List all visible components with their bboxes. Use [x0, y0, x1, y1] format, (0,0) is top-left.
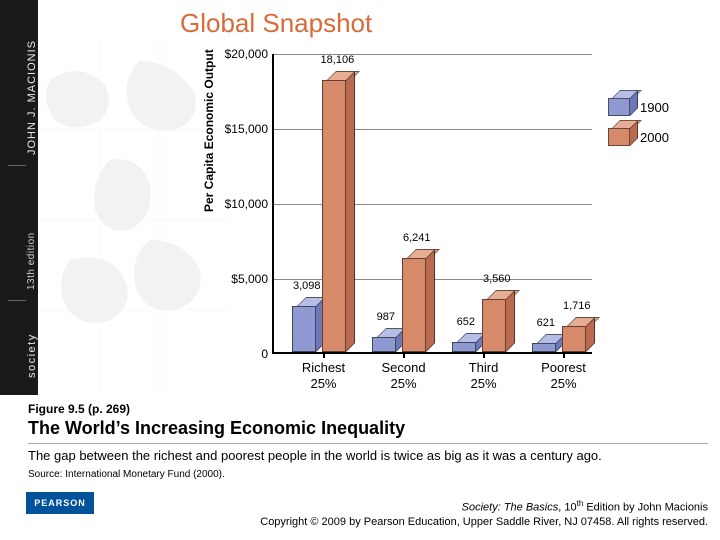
- legend-item: 2000: [608, 128, 669, 146]
- bar: 3,098: [292, 306, 316, 352]
- plot-area: 0$5,000$10,000$15,000$20,0003,09818,106R…: [272, 54, 592, 354]
- x-category-label: Poorest25%: [541, 360, 586, 391]
- y-tick-label: $15,000: [225, 122, 268, 136]
- page-title: Global Snapshot: [180, 8, 372, 39]
- bar-value-label: 3,098: [293, 280, 321, 292]
- x-tick: [323, 352, 325, 358]
- pearson-logo: PEARSON: [26, 492, 94, 514]
- bar-value-label: 6,241: [403, 232, 431, 244]
- horizontal-rule: [28, 443, 708, 444]
- x-category-label: Richest25%: [302, 360, 345, 391]
- legend: 1900 2000: [608, 98, 669, 158]
- figure-source: Source: International Monetary Fund (200…: [28, 469, 708, 480]
- caption-block: Figure 9.5 (p. 269) The World’s Increasi…: [28, 402, 708, 480]
- figure-reference: Figure 9.5 (p. 269): [28, 402, 708, 416]
- divider: [8, 165, 26, 166]
- bar: 621: [532, 343, 556, 352]
- chart-container: Per Capita Economic Output 0$5,000$10,00…: [210, 42, 710, 397]
- y-tick-label: 0: [261, 347, 268, 361]
- copyright-footer: Society: The Basics, 10th Edition by Joh…: [260, 499, 708, 530]
- bar: 3,560: [482, 299, 506, 352]
- bar-value-label: 3,560: [483, 273, 511, 285]
- figure-description: The gap between the richest and poorest …: [28, 448, 708, 463]
- legend-label: 2000: [640, 130, 669, 145]
- x-tick: [483, 352, 485, 358]
- x-tick: [403, 352, 405, 358]
- bar: 1,716: [562, 326, 586, 352]
- x-tick: [563, 352, 565, 358]
- bar: 987: [372, 337, 396, 352]
- bar-value-label: 987: [377, 311, 395, 323]
- y-tick-label: $5,000: [231, 272, 268, 286]
- footer-line-1: Society: The Basics, 10th Edition by Joh…: [260, 499, 708, 516]
- series-label: society: [26, 333, 38, 378]
- footer-line-2: Copyright © 2009 by Pearson Education, U…: [260, 515, 708, 530]
- edition-label: 13th edition: [26, 232, 37, 290]
- bar: 6,241: [402, 258, 426, 352]
- bar-value-label: 621: [537, 317, 555, 329]
- bar-value-label: 1,716: [563, 300, 591, 312]
- bar-value-label: 652: [457, 316, 475, 328]
- y-axis-label: Per Capita Economic Output: [202, 49, 216, 212]
- bar-value-label: 18,106: [321, 54, 355, 66]
- legend-item: 1900: [608, 98, 669, 116]
- sidebar-spine: JOHN J. MACIONIS 13th edition society: [0, 0, 38, 395]
- legend-swatch: [608, 128, 630, 146]
- divider: [8, 300, 26, 301]
- bar: 18,106: [322, 80, 346, 352]
- figure-title: The World’s Increasing Economic Inequali…: [28, 418, 708, 439]
- bar: 652: [452, 342, 476, 352]
- y-tick-label: $10,000: [225, 197, 268, 211]
- y-tick-label: $20,000: [225, 47, 268, 61]
- x-category-label: Third25%: [469, 360, 499, 391]
- x-category-label: Second25%: [381, 360, 425, 391]
- author-name: JOHN J. MACIONIS: [26, 40, 38, 155]
- legend-label: 1900: [640, 100, 669, 115]
- legend-swatch: [608, 98, 630, 116]
